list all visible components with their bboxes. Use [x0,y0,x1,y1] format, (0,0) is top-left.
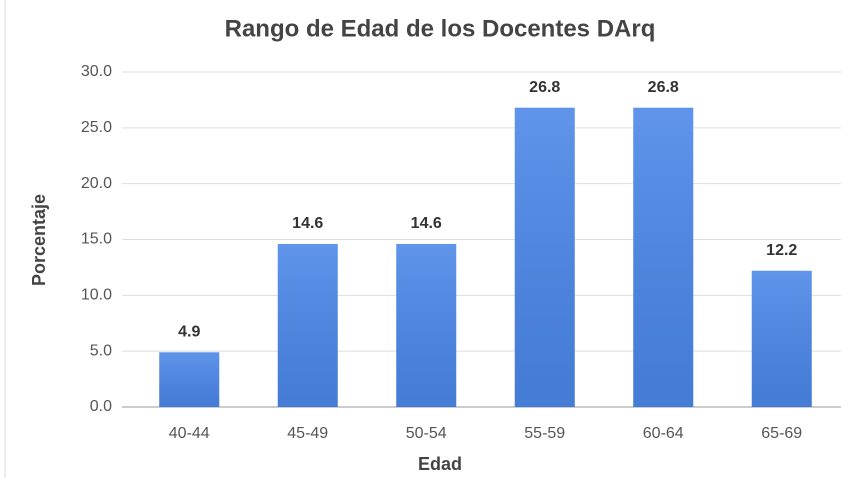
bar-shade [514,107,575,407]
bar-shade [396,243,457,407]
x-tick-label: 65-69 [761,425,802,442]
x-tick-label: 60-64 [643,425,684,442]
data-label: 14.6 [411,215,442,232]
data-label: 26.8 [648,79,679,96]
x-tick-label: 55-59 [524,425,565,442]
bar-shade [751,270,812,407]
y-tick-label: 30.0 [81,63,112,80]
y-tick-label: 25.0 [81,119,112,136]
data-label: 26.8 [529,79,560,96]
data-label: 12.2 [766,242,797,259]
y-tick-label: 5.0 [90,342,112,359]
y-tick-label: 15.0 [81,231,112,248]
y-tick-label: 20.0 [81,175,112,192]
bar-shade [277,243,338,407]
chart-title: Rango de Edad de los Docentes DArq [225,15,656,42]
bar-shade [159,352,220,407]
data-label: 14.6 [292,215,323,232]
y-axis-title: Porcentaje [29,194,49,286]
bar-shade [633,107,694,407]
x-tick-label: 50-54 [406,425,447,442]
x-axis-title: Edad [418,454,462,474]
x-tick-label: 40-44 [169,425,210,442]
x-tick-label: 45-49 [287,425,328,442]
data-label: 4.9 [178,324,200,341]
y-tick-label: 10.0 [81,287,112,304]
y-tick-label: 0.0 [90,398,112,415]
